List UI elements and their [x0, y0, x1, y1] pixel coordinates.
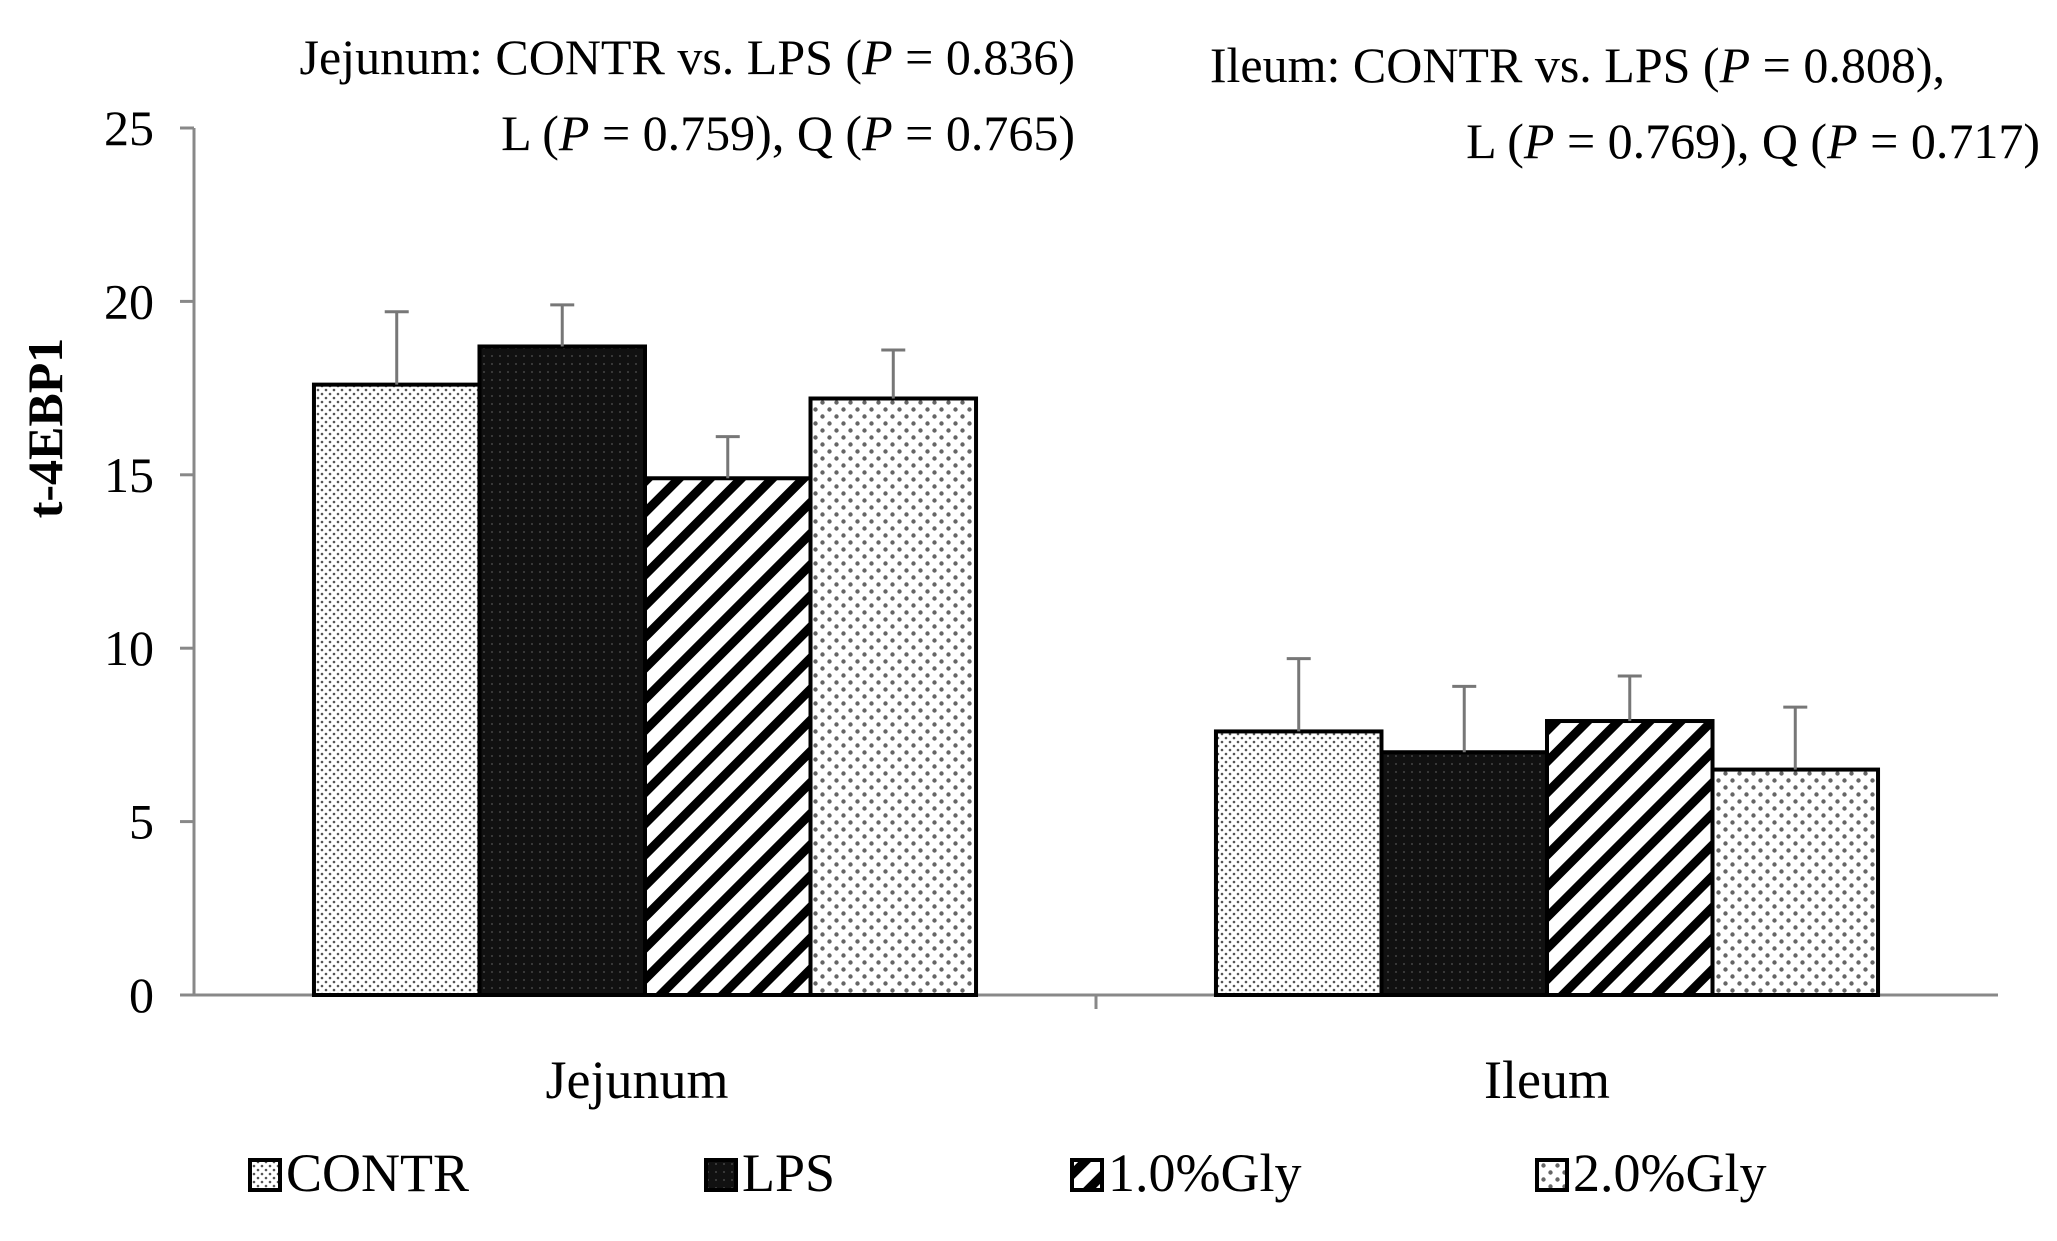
bars	[311, 344, 1881, 998]
category-label-ileum: Ileum	[1484, 1050, 1610, 1110]
legend-label-contr: CONTR	[286, 1143, 469, 1203]
y-axis-label: t-4EBP1	[17, 338, 73, 519]
axis-ticks: 0 5 10 15 20 25	[104, 100, 1098, 1023]
jejunum-annotation-line2: L (P = 0.759), Q (P = 0.765)	[501, 105, 1075, 161]
y-tick-label: 0	[129, 967, 154, 1023]
bar-1-0-gly-jejunum	[643, 476, 813, 997]
legend-swatch-2-0-gly	[1535, 1158, 1569, 1192]
legend-label-lps: LPS	[742, 1143, 835, 1203]
category-label-jejunum: Jejunum	[546, 1050, 729, 1110]
ileum-annotation-line1: Ileum: CONTR vs. LPS (P = 0.808),	[1210, 37, 1945, 93]
bar-contr-jejunum	[311, 382, 482, 997]
ileum-annotation-line2: L (P = 0.769), Q (P = 0.717)	[1466, 113, 2040, 169]
bar-2-0-gly-jejunum	[808, 396, 979, 997]
bar-contr-ileum	[1213, 729, 1384, 997]
legend-label-2-0-gly: 2.0%Gly	[1573, 1143, 1766, 1203]
error-bars	[384, 303, 1808, 770]
legend-label-1-0-gly: 1.0%Gly	[1108, 1143, 1301, 1203]
legend: CONTR LPS 1.0%Gly 2.0%Gly	[248, 1143, 1766, 1203]
category-labels: Jejunum Ileum	[546, 1050, 1610, 1110]
y-tick-label: 20	[104, 273, 154, 329]
y-tick-label: 5	[129, 794, 154, 850]
bar-1-0-gly-ileum	[1545, 719, 1715, 997]
jejunum-annotation-line1: Jejunum: CONTR vs. LPS (P = 0.836)	[300, 29, 1075, 85]
bar-2-0-gly-ileum	[1710, 767, 1881, 998]
y-tick-label: 25	[104, 100, 154, 156]
y-tick-label: 15	[104, 447, 154, 503]
legend-swatch-lps	[704, 1158, 738, 1192]
bar-lps-jejunum	[477, 344, 647, 997]
legend-swatch-1-0-gly	[1070, 1158, 1104, 1192]
y-tick-label: 10	[104, 620, 154, 676]
legend-swatch-contr	[248, 1158, 282, 1192]
bar-lps-ileum	[1379, 750, 1550, 997]
